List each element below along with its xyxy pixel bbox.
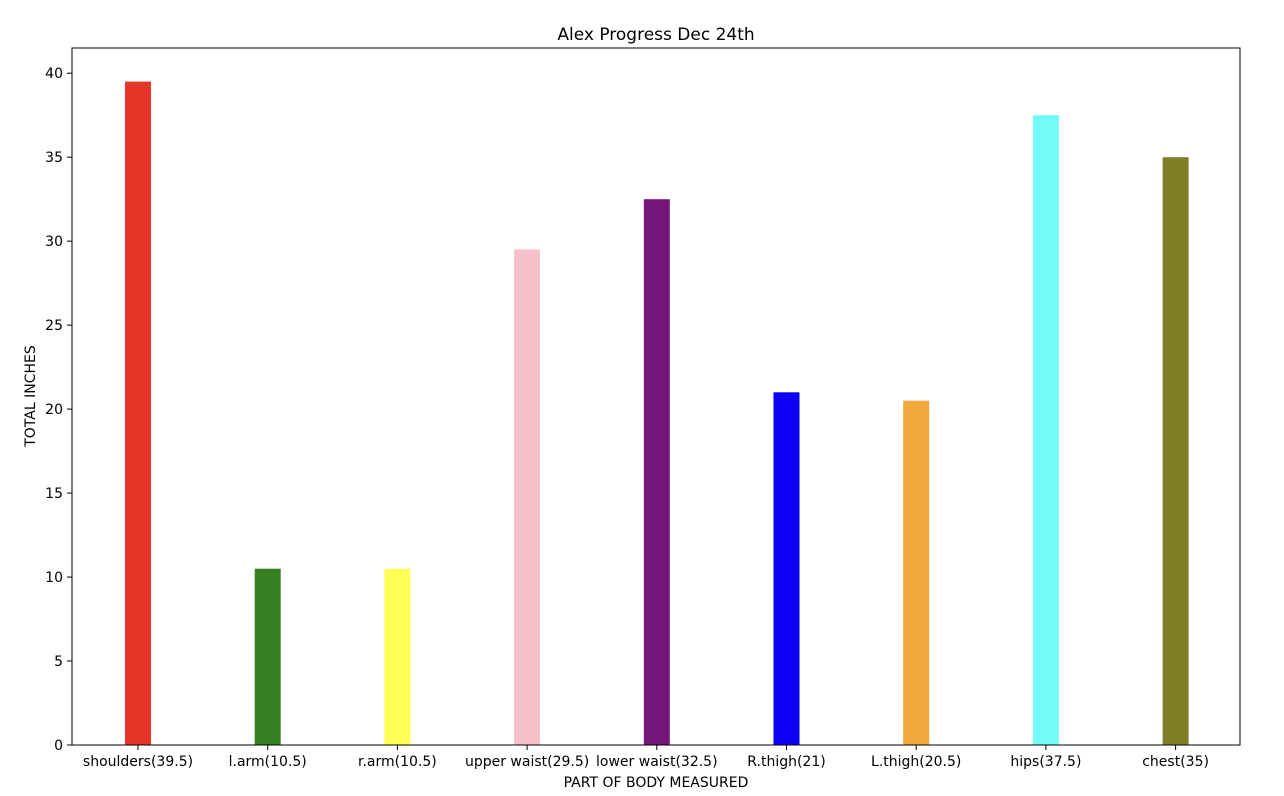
y-tick-label: 30 bbox=[45, 234, 63, 250]
x-tick-label: l.arm(10.5) bbox=[229, 754, 307, 770]
x-tick-label: r.arm(10.5) bbox=[358, 754, 437, 770]
plot-area: 0 5 10 15 20 25 30 35 40 shoulders(39.5) l.arm(10.… bbox=[45, 47, 1241, 770]
bar bbox=[773, 392, 800, 745]
bar bbox=[254, 568, 281, 745]
x-tick-label: upper waist(29.5) bbox=[465, 754, 589, 770]
y-tick-label: 15 bbox=[45, 486, 63, 502]
x-tick-label: chest(35) bbox=[1142, 754, 1209, 770]
bar bbox=[1162, 157, 1189, 745]
y-tick-label: 10 bbox=[45, 570, 63, 586]
axes-frame bbox=[71, 47, 1241, 746]
bar bbox=[125, 81, 151, 746]
bar bbox=[384, 568, 411, 745]
x-axis-label: PART OF BODY MEASURED bbox=[564, 775, 749, 791]
y-tick-label: 20 bbox=[45, 402, 63, 418]
y-tick-label: 0 bbox=[54, 738, 63, 754]
x-tick-label: hips(37.5) bbox=[1010, 754, 1081, 770]
x-tick-label: L.thigh(20.5) bbox=[871, 754, 961, 770]
x-tick-label: lower waist(32.5) bbox=[596, 754, 718, 770]
y-axis-label: TOTAL INCHES bbox=[23, 345, 39, 448]
y-tick-label: 35 bbox=[45, 150, 63, 166]
x-tick-label: R.thigh(21) bbox=[747, 754, 825, 770]
chart-title: Alex Progress Dec 24th bbox=[557, 25, 754, 45]
y-tick-label: 5 bbox=[54, 654, 63, 670]
bar bbox=[903, 400, 930, 745]
bar bbox=[514, 249, 541, 745]
bar bbox=[1032, 115, 1059, 745]
y-tick-label: 40 bbox=[45, 66, 63, 82]
x-tick-label: shoulders(39.5) bbox=[83, 754, 193, 770]
y-tick-label: 25 bbox=[45, 318, 63, 334]
bar bbox=[643, 199, 670, 745]
